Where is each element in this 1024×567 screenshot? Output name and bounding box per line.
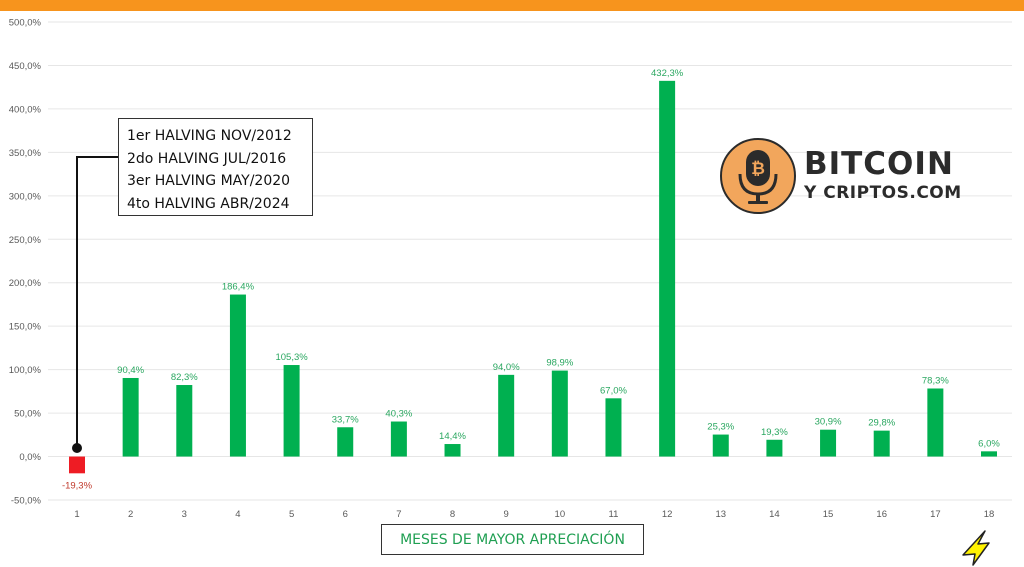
x-tick-label: 17 [930,509,941,520]
bar [122,377,139,457]
logo-subtitle: Y CRIPTOS.COM [804,183,962,203]
x-tick-labels: 1 2 3 4 5 6 7 8 9 10 11 12 13 14 15 16 17 18 [74,509,994,520]
bar [659,80,676,457]
y-tick-label: 450,0% [9,61,42,72]
bar [444,444,461,457]
x-tick-label: 10 [555,509,566,520]
y-tick-label: 350,0% [9,148,42,159]
bar [69,456,85,474]
data-label: 25,3% [707,422,734,433]
x-tick-label: 14 [769,509,780,520]
pointer-cursor-icon [962,530,990,566]
data-label: 29,8% [868,418,895,429]
annotation-line-3: 3er HALVING MAY/2020 [127,173,291,189]
data-label: 19,3% [761,427,788,438]
bar [551,370,568,457]
y-tick-label: 400,0% [9,104,42,115]
x-tick-label: 8 [450,509,455,520]
x-axis-title-box: MESES DE MAYOR APRECIACIÓN [381,524,644,555]
x-tick-label: 2 [128,509,133,520]
x-tick-label: 5 [289,509,294,520]
annotation-line-1: 1er HALVING NOV/2012 [127,128,292,144]
data-label: 30,9% [815,417,842,428]
top-accent-bar [0,0,1024,11]
x-tick-label: 12 [662,509,673,520]
annotation-line-2: 2do HALVING JUL/2016 [127,150,287,167]
x-tick-label: 3 [182,509,187,520]
x-tick-label: 13 [715,509,726,520]
data-label: -19,3% [62,480,93,491]
data-labels: -19,3% 90,4% 82,3% 186,4% 105,3% 33,7% 40,3% 14… [62,68,1000,491]
microphone-bitcoin-icon: ₿ [720,138,796,214]
y-tick-label: 200,0% [9,278,42,289]
data-label: 78,3% [922,375,949,386]
y-tick-label: 300,0% [9,191,42,202]
x-tick-label: 4 [235,509,240,520]
bar [390,421,407,457]
data-label: 40,3% [385,409,412,420]
data-label: 94,0% [493,362,520,373]
y-tick-label: 100,0% [9,365,42,376]
brand-logo: ₿ BITCOIN Y CRIPTOS.COM [720,138,970,216]
bar [283,365,300,457]
data-label: 33,7% [332,414,359,425]
callout-dot [72,443,82,453]
y-tick-label: 150,0% [9,322,42,333]
data-label: 186,4% [222,282,255,293]
halving-annotation-box: 1er HALVING NOV/2012 2do HALVING JUL/201… [118,118,313,216]
x-tick-label: 15 [823,509,834,520]
bar [981,451,997,457]
bar [927,388,944,457]
data-label: 67,0% [600,385,627,396]
data-label: 90,4% [117,365,144,376]
logo-title: BITCOIN [804,146,954,182]
data-label: 82,3% [171,372,198,383]
x-tick-label: 6 [343,509,348,520]
x-axis-title: MESES DE MAYOR APRECIACIÓN [400,531,625,548]
y-tick-label: 250,0% [9,235,42,246]
y-tick-label: 0,0% [19,452,41,463]
bar [605,398,622,457]
data-label: 432,3% [651,68,684,79]
svg-text:₿: ₿ [751,159,765,179]
bars [69,80,997,474]
data-label: 14,4% [439,431,466,442]
bar [176,385,193,457]
x-tick-label: 11 [609,509,619,520]
data-label: 98,9% [546,358,573,369]
x-tick-label: 7 [396,509,401,520]
x-tick-label: 9 [504,509,509,520]
bar [766,439,783,457]
y-tick-labels: -50,0% 0,0% 50,0% 100,0% 150,0% 200,0% 250,0% 3… [9,18,42,507]
y-tick-label: -50,0% [11,496,42,507]
x-tick-label: 18 [984,509,995,520]
callout-line [76,156,118,447]
bar [229,294,246,457]
annotation-line-4: 4to HALVING ABR/2024 [127,195,290,212]
data-label: 105,3% [275,352,308,363]
bar [337,427,354,457]
y-tick-label: 500,0% [9,18,42,29]
halving-callout [72,156,118,453]
bar [712,434,729,457]
bar [498,374,515,457]
data-label: 6,0% [978,438,1000,449]
x-tick-label: 16 [876,509,887,520]
y-tick-label: 50,0% [14,409,41,420]
bar [820,429,837,457]
bar [873,430,890,457]
x-tick-label: 1 [74,509,79,520]
